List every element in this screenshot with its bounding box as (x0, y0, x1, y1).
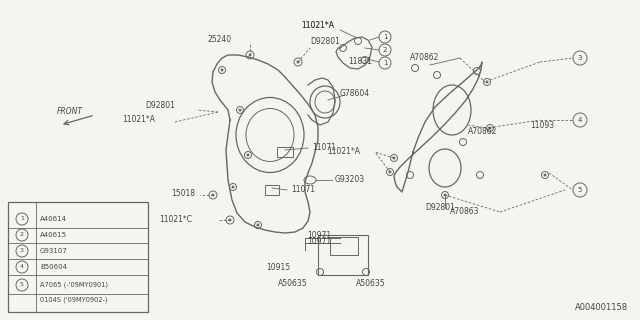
Text: A40614: A40614 (40, 216, 67, 222)
Circle shape (388, 171, 391, 173)
Text: 4: 4 (578, 117, 582, 123)
Text: 4: 4 (20, 265, 24, 269)
Text: 1: 1 (383, 60, 387, 66)
Circle shape (393, 157, 396, 159)
Text: D92801: D92801 (310, 36, 340, 45)
Text: A7065 (-'09MY0901): A7065 (-'09MY0901) (40, 282, 108, 288)
Text: 11021*A: 11021*A (301, 21, 335, 30)
Circle shape (232, 186, 234, 188)
Text: A40615: A40615 (40, 232, 67, 238)
Circle shape (212, 194, 214, 196)
Text: A50635: A50635 (278, 278, 308, 287)
Circle shape (489, 127, 492, 129)
Circle shape (247, 154, 249, 156)
Text: 3: 3 (20, 249, 24, 253)
Text: D92801: D92801 (425, 203, 455, 212)
Text: 11021*A: 11021*A (122, 116, 155, 124)
Bar (265, 185, 279, 195)
Text: 11021*A: 11021*A (301, 21, 335, 30)
Text: 10971: 10971 (307, 237, 331, 246)
Text: 5: 5 (20, 283, 24, 287)
Circle shape (257, 224, 259, 226)
Text: 2: 2 (20, 233, 24, 237)
Text: 11021*C: 11021*C (159, 214, 192, 223)
Text: 10915: 10915 (266, 263, 290, 273)
Circle shape (229, 219, 231, 221)
Text: 3: 3 (578, 55, 582, 61)
Text: 2: 2 (383, 47, 387, 53)
Text: 11021*A: 11021*A (327, 147, 360, 156)
Text: B50604: B50604 (40, 264, 67, 270)
Circle shape (249, 54, 251, 56)
Circle shape (297, 61, 300, 63)
Text: 5: 5 (578, 187, 582, 193)
Text: 11071: 11071 (291, 185, 315, 194)
Text: 1: 1 (20, 217, 24, 221)
Circle shape (486, 81, 488, 83)
Bar (277, 147, 293, 157)
Bar (318, 235, 368, 275)
Text: 11071: 11071 (312, 142, 336, 151)
Circle shape (544, 174, 546, 176)
Text: A70862: A70862 (410, 53, 440, 62)
Circle shape (239, 109, 241, 111)
Text: 25240: 25240 (208, 36, 232, 44)
Text: 11831: 11831 (348, 58, 372, 67)
Text: A70862: A70862 (468, 127, 497, 137)
Circle shape (444, 194, 446, 196)
Text: A50635: A50635 (356, 278, 386, 287)
Text: G93107: G93107 (40, 248, 68, 254)
Bar (330, 237, 358, 255)
Text: D92801: D92801 (145, 100, 175, 109)
Text: 11093: 11093 (530, 121, 554, 130)
Text: 0104S ('09MY0902-): 0104S ('09MY0902-) (40, 297, 108, 303)
Text: G93203: G93203 (335, 174, 365, 183)
Text: 1: 1 (383, 34, 387, 40)
Text: A70863: A70863 (450, 207, 479, 217)
Text: 15018: 15018 (171, 189, 195, 198)
Circle shape (221, 69, 223, 71)
Text: A004001158: A004001158 (575, 303, 628, 312)
Text: FRONT: FRONT (57, 108, 83, 116)
Text: 10971: 10971 (307, 230, 331, 239)
Text: G78604: G78604 (340, 90, 370, 99)
Bar (8, 202, 148, 312)
